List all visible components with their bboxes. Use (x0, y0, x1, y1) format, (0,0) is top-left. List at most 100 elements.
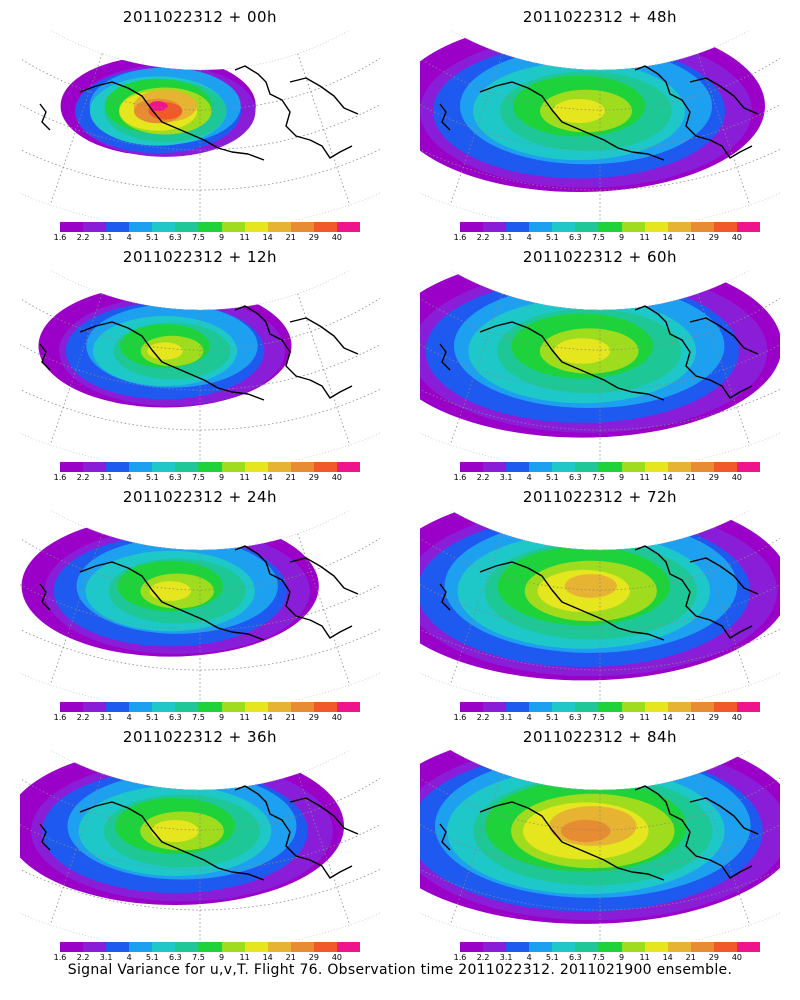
colorbar-swatch (621, 462, 645, 472)
colorbar-tick-label: 14 (262, 473, 273, 482)
colorbar-tick-label: 11 (239, 233, 250, 242)
forecast-panel: 2011022312 + 00h 1.6 2.2 3.1 4 5.1 6.3 7.5 9 11 14… (0, 0, 400, 242)
colorbar-swatch (267, 462, 291, 472)
colorbar-swatch (336, 942, 361, 952)
colorbar-tick-label: 7.5 (192, 713, 205, 722)
colorbar-tick-label: 21 (685, 713, 696, 722)
colorbar-tick-label: 7.5 (192, 473, 205, 482)
colorbar-tick-label: 2.2 (476, 713, 490, 722)
map-plot (420, 30, 780, 220)
colorbar-swatch (152, 222, 176, 232)
colorbar-tick-label: 2.2 (76, 953, 90, 962)
colorbar-tick-label: 40 (731, 953, 743, 962)
colorbar-tick-label: 1.6 (453, 233, 467, 242)
colorbar-swatch (575, 222, 599, 232)
colorbar-swatch (244, 942, 268, 952)
colorbar-tick-label: 14 (662, 473, 673, 482)
colorbar-swatch (336, 222, 361, 232)
colorbar-swatch (267, 222, 291, 232)
colorbar-tick-label: 6.3 (169, 713, 182, 722)
colorbar-swatch (529, 222, 553, 232)
coastline (234, 785, 353, 879)
colorbar-tick-label: 14 (262, 953, 273, 962)
colorbar-tick-label: 7.5 (592, 713, 605, 722)
colorbar-tick-label: 6.3 (569, 953, 582, 962)
colorbar-tick-label: 4 (126, 473, 132, 482)
colorbar-tick-label: 29 (708, 953, 719, 962)
meridian-line (449, 773, 503, 926)
colorbar-tick-label: 29 (708, 233, 719, 242)
coastline (289, 77, 359, 115)
colorbar-swatch (460, 702, 484, 712)
figure-caption: Signal Variance for u,v,T. Flight 76. Ob… (67, 962, 733, 978)
colorbar-tick-label: 2.2 (476, 473, 490, 482)
colorbar-tick-label: 6.3 (169, 473, 182, 482)
forecast-panel: 2011022312 + 48h 1.6 2.2 3.1 4 5.1 6.3 7.5 9 11 14… (400, 0, 800, 242)
colorbar-swatch (221, 702, 245, 712)
coastline (289, 317, 359, 355)
domain-outline (20, 510, 380, 700)
colorbar-swatch (690, 462, 714, 472)
colorbar-tick-label: 9 (218, 233, 225, 242)
colorbar-swatch (506, 462, 530, 472)
colorbar-swatch (313, 222, 337, 232)
colorbar-swatch (106, 942, 130, 952)
colorbar-swatch (460, 942, 484, 952)
meridian-line (697, 773, 751, 926)
meridian-line (449, 293, 503, 446)
coastline (39, 823, 51, 851)
colorbar-swatch (552, 942, 576, 952)
coastline (79, 801, 265, 881)
forecast-panel: 2011022312 + 12h 1.6 2.2 3.1 4 5.1 6.3 7.5 9 11 14… (0, 240, 400, 482)
colorbar-tick-label: 11 (239, 713, 250, 722)
colorbar-swatch (598, 462, 622, 472)
colorbar-tick-label: 21 (685, 233, 696, 242)
colorbar: 1.6 2.2 3.1 4 5.1 6.3 7.5 9 11 14 21 29 40 (454, 462, 761, 484)
colorbar-tick-label: 7.5 (592, 953, 605, 962)
colorbar-swatch (621, 942, 645, 952)
colorbar-swatch (244, 702, 268, 712)
coastline (39, 583, 51, 611)
colorbar-swatch (713, 942, 737, 952)
map-plot (20, 750, 380, 940)
colorbar-tick-label: 40 (331, 233, 343, 242)
variance-contour (561, 819, 611, 843)
colorbar-swatch (198, 222, 222, 232)
colorbar-swatch (313, 702, 337, 712)
colorbar-swatch (713, 702, 737, 712)
variance-contour (149, 581, 191, 601)
colorbar-tick-label: 40 (731, 233, 743, 242)
domain-outline (20, 270, 380, 460)
colorbar-swatch (106, 702, 130, 712)
colorbar-tick-label: 29 (308, 233, 319, 242)
colorbar-tick-label: 11 (639, 473, 650, 482)
meridian-line (49, 53, 103, 206)
panel-title: 2011022312 + 72h (522, 488, 678, 506)
colorbar-tick-label: 1.6 (53, 953, 67, 962)
colorbar-tick-label: 6.3 (569, 473, 582, 482)
variance-contour (151, 819, 199, 843)
meridian-line (449, 53, 503, 206)
colorbar-tick-label: 5.1 (545, 473, 559, 482)
coastline (479, 561, 665, 641)
colorbar-swatch (644, 942, 668, 952)
colorbar-tick-label: 11 (639, 713, 650, 722)
colorbar-swatch (198, 702, 222, 712)
colorbar-swatch (713, 222, 737, 232)
colorbar-swatch (621, 222, 645, 232)
colorbar-tick-label: 1.6 (53, 233, 67, 242)
colorbar-swatch (60, 222, 84, 232)
map-plot (20, 510, 380, 700)
coastline (289, 557, 359, 595)
colorbar-tick-label: 29 (308, 473, 319, 482)
forecast-panel: 2011022312 + 60h 1.6 2.2 3.1 4 5.1 6.3 7.5 9 11 14… (400, 240, 800, 482)
colorbar-tick-label: 14 (262, 233, 273, 242)
colorbar-swatch (483, 462, 507, 472)
colorbar-tick-label: 4 (126, 713, 132, 722)
colorbar-swatch (267, 702, 291, 712)
coastline (79, 81, 265, 161)
colorbar-swatch (221, 462, 245, 472)
coastline (79, 321, 265, 401)
colorbar-swatch (129, 462, 153, 472)
colorbar-tick-label: 40 (731, 713, 743, 722)
